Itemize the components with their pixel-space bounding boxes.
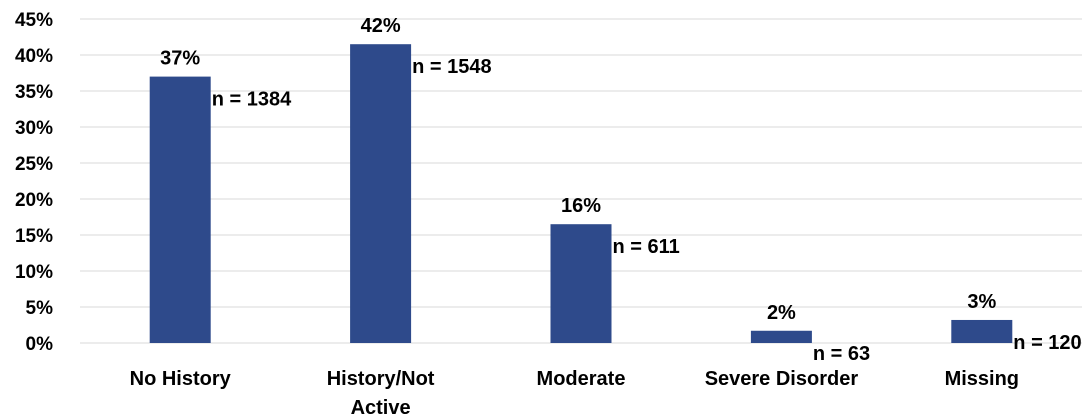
y-tick-label: 45% — [15, 10, 53, 31]
y-tick-label: 20% — [15, 190, 53, 211]
x-category-label: History/Not — [327, 368, 435, 390]
x-category-label: Missing — [945, 368, 1019, 390]
y-tick-label: 25% — [15, 154, 53, 175]
bar-n-label: n = 1384 — [212, 89, 292, 111]
bar — [750, 330, 812, 343]
bar-n-label: n = 120 — [1013, 332, 1081, 354]
bar-percent-label: 2% — [767, 302, 796, 324]
y-tick-label: 5% — [26, 298, 54, 319]
bar-n-label: n = 63 — [813, 343, 870, 365]
bar-percent-label: 42% — [361, 15, 401, 37]
bar-n-label: n = 611 — [613, 236, 680, 258]
bar — [550, 224, 612, 343]
x-category-label: No History — [130, 368, 232, 390]
y-tick-label: 35% — [15, 82, 53, 103]
y-tick-label: 10% — [15, 262, 53, 283]
y-tick-label: 30% — [15, 118, 53, 139]
bar-percent-label: 16% — [561, 195, 601, 217]
bar — [149, 76, 211, 343]
bar-percent-label: 37% — [160, 48, 200, 70]
y-tick-label: 15% — [15, 226, 53, 247]
y-tick-label: 0% — [26, 334, 54, 355]
x-category-label: Active — [351, 397, 411, 418]
x-category-label: Severe Disorder — [705, 368, 859, 390]
y-tick-label: 40% — [15, 46, 53, 67]
bar — [350, 44, 412, 343]
bar-n-label: n = 1548 — [412, 56, 492, 78]
bar-percent-label: 3% — [967, 291, 996, 313]
x-category-label: Moderate — [537, 368, 626, 390]
bar — [951, 319, 1013, 343]
